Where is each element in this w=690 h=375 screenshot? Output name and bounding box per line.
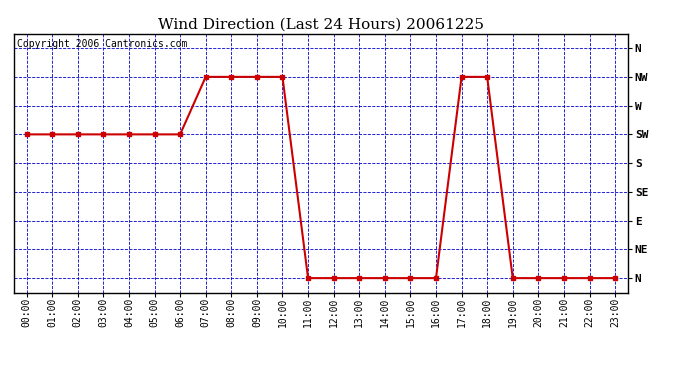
Title: Wind Direction (Last 24 Hours) 20061225: Wind Direction (Last 24 Hours) 20061225 bbox=[158, 17, 484, 31]
Text: Copyright 2006 Cantronics.com: Copyright 2006 Cantronics.com bbox=[17, 39, 187, 49]
